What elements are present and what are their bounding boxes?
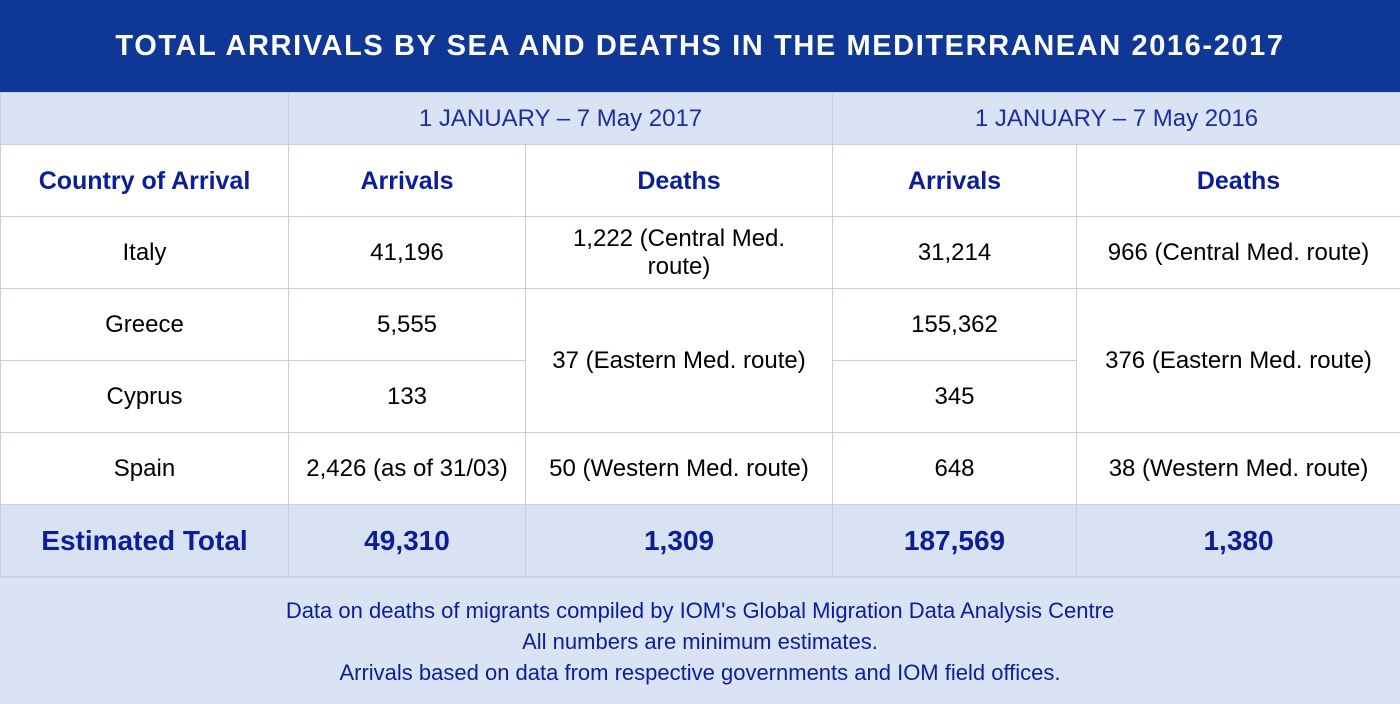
arrivals-2017-cell: 2,426 (as of 31/03) [288,432,526,505]
deaths-2017-line2: route) [647,252,711,280]
country-cell: Cyprus [0,360,289,433]
header-deaths-2017: Deaths [524,144,834,217]
footnote-line-2: All numbers are minimum estimates. [522,629,878,654]
deaths-2017-line1: 1,222 (Central Med. [572,224,786,252]
header-arrivals-2017: Arrivals [288,144,526,217]
total-arrivals-2017: 49,310 [288,504,526,577]
arrivals-2017-cell: 5,555 [288,288,526,361]
total-label: Estimated Total [0,504,289,577]
page-title: TOTAL ARRIVALS BY SEA AND DEATHS IN THE … [0,0,1400,92]
deaths-2016-eastern-cell: 376 (Eastern Med. route) [1076,288,1400,433]
period-empty-cell [0,92,289,145]
total-arrivals-2016: 187,569 [832,504,1078,577]
period-2016: 1 JANUARY – 7 May 2016 [832,92,1400,145]
country-cell: Greece [0,288,289,361]
deaths-2017-cell: 50 (Western Med. route) [524,432,834,505]
deaths-2016-cell: 38 (Western Med. route) [1076,432,1400,505]
arrivals-2016-cell: 648 [832,432,1078,505]
column-header-row: Country of Arrival Arrivals Deaths Arriv… [0,144,1400,217]
period-header-row: 1 JANUARY – 7 May 2017 1 JANUARY – 7 May… [0,92,1400,145]
table-row-italy: Italy 41,196 1,222 (Central Med. route) … [0,216,1400,289]
arrivals-2016-cell: 155,362 [832,288,1078,361]
arrivals-2016-cell: 345 [832,360,1078,433]
table-row-spain: Spain 2,426 (as of 31/03) 50 (Western Me… [0,432,1400,505]
table-row-cyprus: Cyprus 133 345 [0,360,1400,433]
header-country: Country of Arrival [0,144,289,217]
arrivals-2017-cell: 41,196 [288,216,526,289]
period-2017: 1 JANUARY – 7 May 2017 [287,92,834,145]
deaths-2016-cell: 966 (Central Med. route) [1076,216,1400,289]
arrivals-deaths-table: 1 JANUARY – 7 May 2017 1 JANUARY – 7 May… [0,92,1400,577]
country-cell: Spain [0,432,289,505]
footnote-line-1: Data on deaths of migrants compiled by I… [285,598,1115,623]
deaths-2017-eastern-cell: 37 (Eastern Med. route) [524,288,834,433]
footnotes: Data on deaths of migrants compiled by I… [0,577,1400,704]
table-row-greece: Greece 5,555 37 (Eastern Med. route) 155… [0,288,1400,433]
total-deaths-2016: 1,380 [1076,504,1400,577]
country-cell: Italy [0,216,289,289]
header-arrivals-2016: Arrivals [832,144,1078,217]
total-row: Estimated Total 49,310 1,309 187,569 1,3… [0,504,1400,577]
arrivals-2016-cell: 31,214 [832,216,1078,289]
arrivals-2017-cell: 133 [288,360,526,433]
header-deaths-2016: Deaths [1076,144,1400,217]
footnote-line-3: Arrivals based on data from respective g… [339,660,1061,685]
deaths-2017-cell: 1,222 (Central Med. route) [524,216,834,289]
total-deaths-2017: 1,309 [524,504,834,577]
